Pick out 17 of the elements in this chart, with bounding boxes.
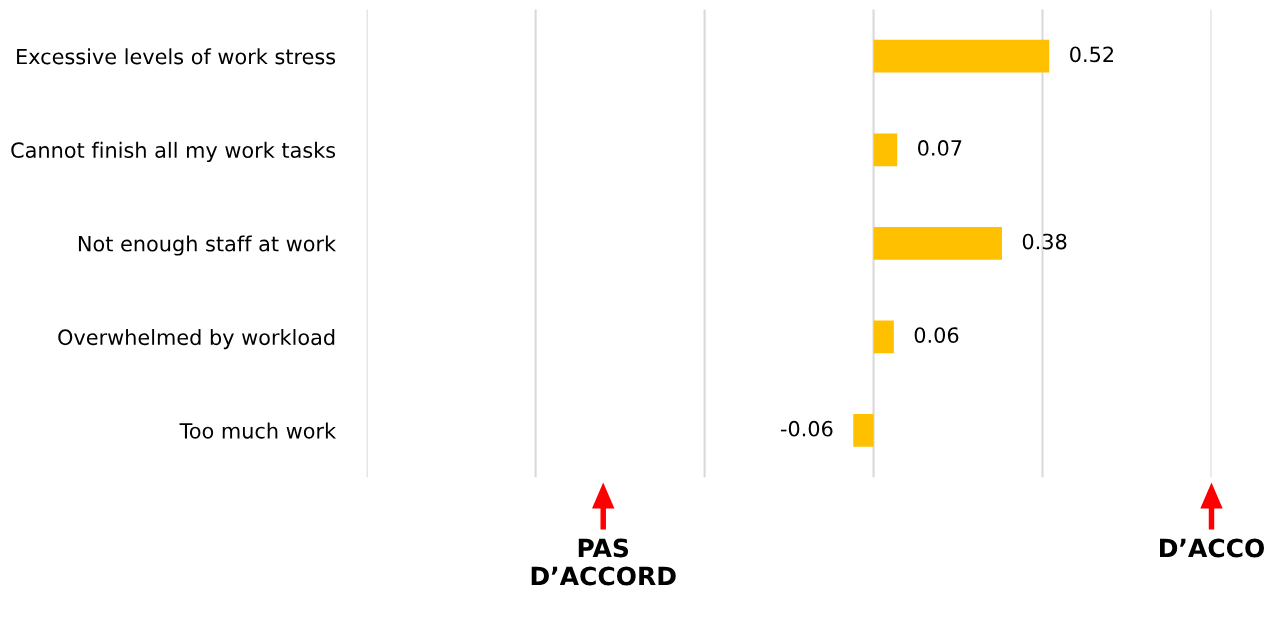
- text: D’ACCO: [1160, 538, 1264, 558]
- data-label: 0.07: [918, 140, 962, 156]
- data-label: 0.38: [1022, 233, 1067, 250]
- bar: [873, 226, 1002, 260]
- data-label: 0.52: [1070, 46, 1114, 63]
- bar: [853, 414, 874, 447]
- bar: [873, 320, 894, 354]
- y-tick-label: Not enough staff at work: [78, 235, 337, 256]
- y-tick-label: Overwhelmed by workload: [58, 329, 335, 350]
- bar: [873, 133, 898, 167]
- y-tick-label: Excessive levels of work stress: [17, 48, 336, 65]
- text: PAS D’ACCORD: [531, 538, 676, 586]
- bar: [873, 39, 1050, 73]
- y-tick-label: Too much work: [179, 422, 337, 439]
- y-tick-label: Cannot finish all my work tasks: [11, 141, 336, 163]
- data-label: 0.06: [914, 327, 959, 343]
- data-label: -0.06: [780, 420, 833, 437]
